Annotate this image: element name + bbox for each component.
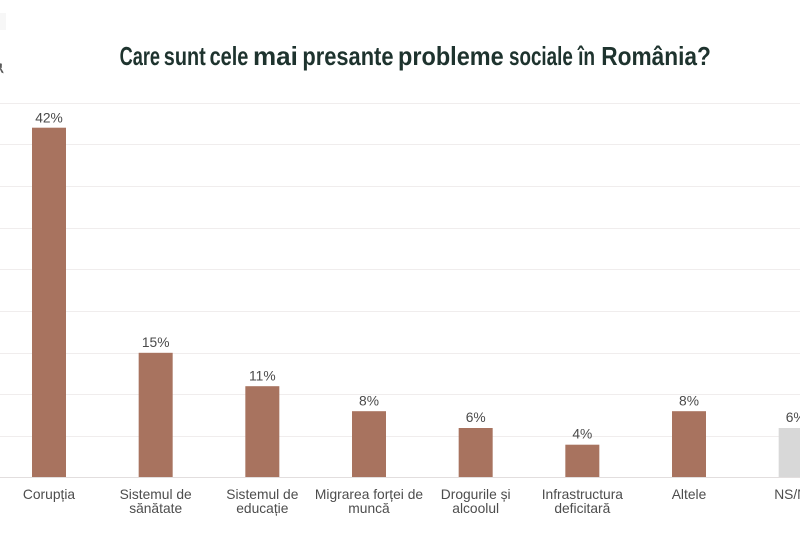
svg-text:muncă: muncă [348, 501, 390, 516]
svg-text:Care: Care [120, 41, 160, 71]
svg-text:Migrarea forței de: Migrarea forței de [315, 487, 423, 502]
svg-text:presante: presante [302, 41, 393, 71]
svg-text:Sistemul de: Sistemul de [120, 487, 192, 502]
svg-text:8%: 8% [679, 393, 699, 408]
svg-text:42%: 42% [35, 110, 63, 125]
svg-text:Altele: Altele [672, 487, 707, 502]
svg-text:NS/NR: NS/NR [774, 487, 800, 502]
svg-text:educație: educație [236, 501, 288, 516]
svg-text:15%: 15% [142, 335, 170, 350]
svg-text:8%: 8% [359, 393, 379, 408]
svg-text:Sistemul de: Sistemul de [226, 487, 298, 502]
svg-text:Infrastructura: Infrastructura [542, 487, 624, 502]
svg-text:sunt: sunt [164, 41, 206, 71]
svg-text:România?: România? [601, 41, 711, 71]
svg-text:4%: 4% [572, 427, 592, 442]
svg-text:mai: mai [253, 41, 298, 71]
svg-text:Corupția: Corupția [23, 487, 75, 502]
svg-text:alcoolul: alcoolul [452, 501, 499, 516]
svg-text:11%: 11% [249, 368, 276, 383]
svg-text:în: în [577, 41, 595, 71]
svg-text:sănătate: sănătate [129, 501, 182, 516]
svg-text:6%: 6% [466, 410, 486, 425]
svg-text:cele: cele [210, 41, 249, 71]
svg-text:6%: 6% [786, 410, 800, 425]
svg-text:Drogurile și: Drogurile și [441, 487, 511, 502]
svg-text:sociale: sociale [509, 41, 573, 71]
svg-text:deficitară: deficitară [554, 501, 610, 516]
svg-text:probleme: probleme [398, 41, 504, 71]
